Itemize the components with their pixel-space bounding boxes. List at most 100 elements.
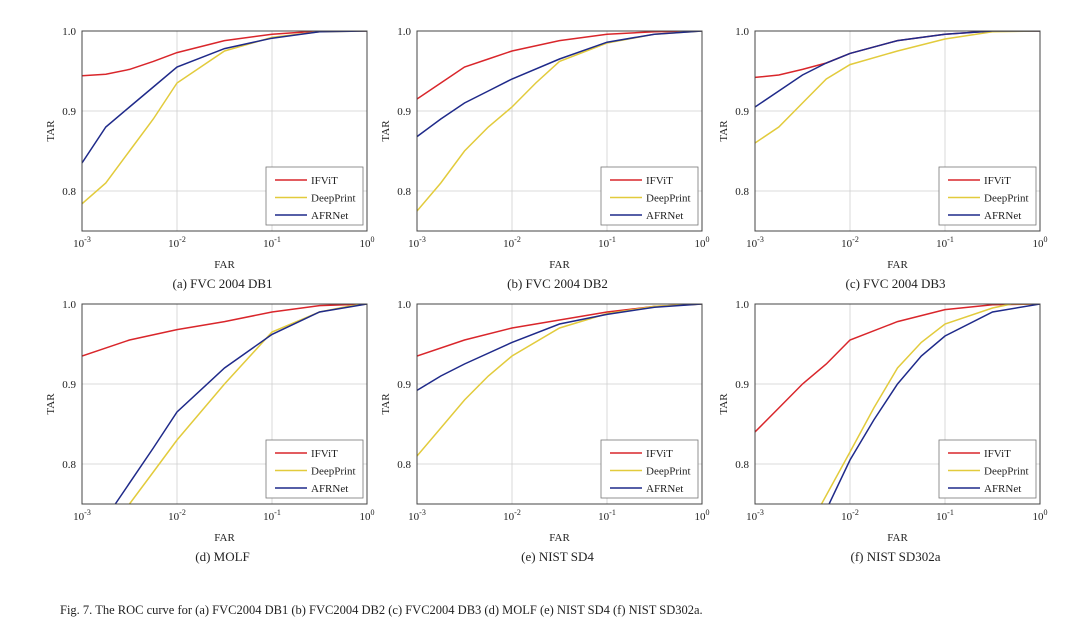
x-tick-label: 10-3 xyxy=(73,508,91,523)
plot-frame xyxy=(754,303,1041,505)
x-tick-label: 10-2 xyxy=(168,235,186,250)
legend-label: DeepPrint xyxy=(984,466,1029,478)
y-tick-label: 0.8 xyxy=(62,459,76,471)
y-tick-label: 0.8 xyxy=(62,186,76,198)
plot-frame xyxy=(81,303,368,505)
y-tick-label: 0.8 xyxy=(735,459,749,471)
series-line-deepprint xyxy=(820,304,1040,504)
x-axis-label: FAR xyxy=(887,532,908,544)
legend: IFViT DeepPrint AFRNet xyxy=(938,166,1037,226)
legend: IFViT DeepPrint AFRNet xyxy=(600,439,699,499)
x-tick-label: 100 xyxy=(1033,235,1048,250)
series-line-ifvit xyxy=(82,304,367,357)
legend: IFViT DeepPrint AFRNet xyxy=(265,439,364,499)
series-line-ifvit xyxy=(417,304,702,357)
x-tick-label: 10-1 xyxy=(263,508,281,523)
x-tick-label: 100 xyxy=(360,235,375,250)
y-tick-label: 0.9 xyxy=(62,379,76,391)
plot-frame xyxy=(416,30,703,232)
series-line-afrnet xyxy=(82,31,367,164)
x-tick-label: 100 xyxy=(360,508,375,523)
x-tick-label: 10-3 xyxy=(408,508,426,523)
legend-label: AFRNet xyxy=(646,483,683,495)
x-axis-label: FAR xyxy=(549,532,570,544)
legend-label: IFViT xyxy=(646,448,673,460)
series-line-deepprint xyxy=(417,304,702,457)
y-tick-label: 0.9 xyxy=(397,379,411,391)
x-tick-label: 10-1 xyxy=(263,235,281,250)
y-tick-label: 0.8 xyxy=(397,459,411,471)
x-tick-label: 10-2 xyxy=(503,235,521,250)
x-tick-label: 10-1 xyxy=(936,235,954,250)
y-axis-label: TAR xyxy=(45,393,57,415)
legend: IFViT DeepPrint AFRNet xyxy=(600,166,699,226)
legend-label: DeepPrint xyxy=(984,193,1029,205)
x-tick-label: 10-1 xyxy=(598,508,616,523)
y-tick-label: 0.9 xyxy=(62,106,76,118)
series-line-ifvit xyxy=(417,31,702,100)
x-tick-label: 100 xyxy=(695,508,710,523)
y-axis-label: TAR xyxy=(380,120,392,142)
y-tick-label: 1.0 xyxy=(735,299,749,311)
figure-caption: Fig. 7. The ROC curve for (a) FVC2004 DB… xyxy=(60,603,703,617)
y-tick-label: 0.8 xyxy=(735,186,749,198)
x-tick-label: 10-2 xyxy=(503,508,521,523)
roc-panel: 0.8 0.9 1.0 10-3 10-2 10-1 100 FAR TAR (b) FVC 20… xyxy=(380,26,710,291)
x-tick-label: 10-3 xyxy=(746,235,764,250)
x-tick-label: 100 xyxy=(1033,508,1048,523)
y-tick-label: 1.0 xyxy=(397,26,411,38)
legend-label: IFViT xyxy=(311,448,338,460)
x-axis-label: FAR xyxy=(887,259,908,271)
legend-label: IFViT xyxy=(646,175,673,187)
legend: IFViT DeepPrint AFRNet xyxy=(265,166,364,226)
plot-frame xyxy=(416,303,703,505)
legend-label: AFRNet xyxy=(311,483,348,495)
roc-panel: 0.8 0.9 1.0 10-3 10-2 10-1 100 FAR TAR (a) FVC 20… xyxy=(45,26,375,291)
legend-label: AFRNet xyxy=(646,210,683,222)
x-tick-label: 10-3 xyxy=(408,235,426,250)
x-tick-label: 10-1 xyxy=(936,508,954,523)
y-tick-label: 1.0 xyxy=(62,299,76,311)
y-axis-label: TAR xyxy=(380,393,392,415)
y-tick-label: 1.0 xyxy=(62,26,76,38)
legend-label: DeepPrint xyxy=(311,466,356,478)
series-line-deepprint xyxy=(755,31,1040,144)
legend-label: IFViT xyxy=(984,448,1011,460)
y-tick-label: 1.0 xyxy=(735,26,749,38)
x-tick-label: 10-1 xyxy=(598,235,616,250)
series-line-afrnet xyxy=(828,304,1040,504)
legend-label: DeepPrint xyxy=(311,193,356,205)
legend-label: IFViT xyxy=(984,175,1011,187)
legend-label: AFRNet xyxy=(984,210,1021,222)
series-line-afrnet xyxy=(417,304,702,392)
x-axis-label: FAR xyxy=(214,532,235,544)
y-tick-label: 1.0 xyxy=(397,299,411,311)
x-axis-label: FAR xyxy=(214,259,235,271)
x-tick-label: 100 xyxy=(695,235,710,250)
subplot-title: (f) NIST SD302a xyxy=(850,549,940,564)
legend-label: DeepPrint xyxy=(646,466,691,478)
legend-label: AFRNet xyxy=(984,483,1021,495)
roc-panel: 0.8 0.9 1.0 10-3 10-2 10-1 100 FAR TAR (f) NIST S… xyxy=(718,299,1048,564)
series-line-afrnet xyxy=(114,304,367,504)
plot-frame xyxy=(754,30,1041,232)
y-axis-label: TAR xyxy=(718,120,730,142)
series-line-ifvit xyxy=(755,304,1040,433)
plot-frame xyxy=(81,30,368,232)
y-axis-label: TAR xyxy=(45,120,57,142)
x-axis-label: FAR xyxy=(549,259,570,271)
subplot-title: (e) NIST SD4 xyxy=(521,549,594,564)
x-tick-label: 10-3 xyxy=(73,235,91,250)
series-line-ifvit xyxy=(755,31,1040,79)
subplot-title: (c) FVC 2004 DB3 xyxy=(845,276,945,291)
series-line-afrnet xyxy=(417,31,702,138)
roc-panel: 0.8 0.9 1.0 10-3 10-2 10-1 100 FAR TAR (c) FVC 20… xyxy=(718,26,1048,291)
subplot-title: (d) MOLF xyxy=(195,549,250,564)
series-line-afrnet xyxy=(755,31,1040,108)
legend-label: DeepPrint xyxy=(646,193,691,205)
y-tick-label: 0.9 xyxy=(735,379,749,391)
series-line-ifvit xyxy=(82,31,367,77)
y-tick-label: 0.8 xyxy=(397,186,411,198)
x-tick-label: 10-2 xyxy=(841,508,859,523)
